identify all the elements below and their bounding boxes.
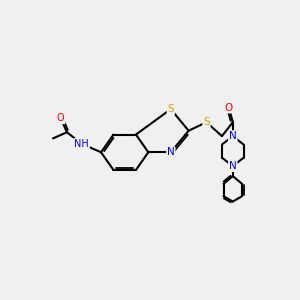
Text: N: N: [229, 131, 237, 141]
Text: N: N: [167, 147, 175, 157]
Text: O: O: [57, 113, 64, 123]
Text: NH: NH: [74, 139, 89, 149]
Text: S: S: [203, 117, 210, 127]
Text: N: N: [229, 161, 237, 171]
Text: O: O: [225, 103, 233, 112]
Text: S: S: [167, 104, 174, 114]
